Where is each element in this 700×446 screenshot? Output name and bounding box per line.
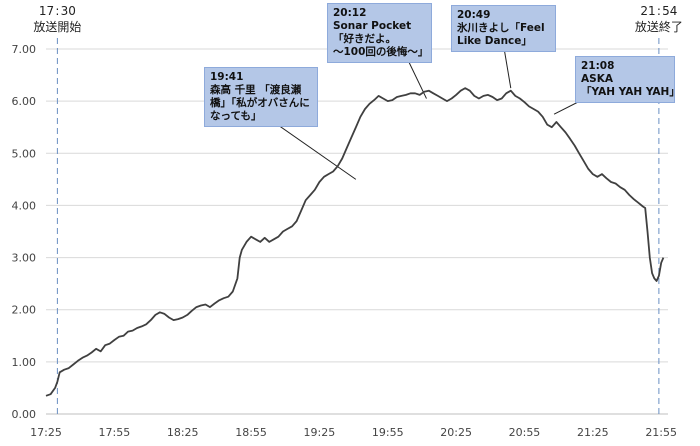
y-tick-label: 1.00: [12, 356, 37, 369]
y-tick-label: 6.00: [12, 95, 37, 108]
x-tick-label: 17:55: [99, 426, 131, 439]
start-marker-label: 放送開始: [33, 19, 81, 34]
y-tick-label: 3.00: [12, 252, 37, 265]
callout-line: Sonar Pocket: [333, 20, 412, 32]
callout-line: ～100回の後悔～」: [333, 46, 429, 58]
end-marker-time: 21 : 54: [640, 4, 677, 18]
callout-line: 「YAH YAH YAH」: [581, 86, 680, 98]
y-tick-label: 7.00: [12, 43, 37, 56]
callout-line: 20:49: [457, 9, 491, 21]
annotation-callout-moritaka: 19:41 森高 千里 「渡良瀬 橋」「私がオバさんに なっても」: [204, 67, 318, 127]
annotation-callout-hikawa: 20:49 氷川きよし「Feel Like Dance」: [451, 5, 556, 52]
callout-line: ASKA: [581, 73, 613, 85]
grid-lines: [46, 48, 668, 415]
x-tick-label: 17:25: [30, 426, 62, 439]
x-tick-label: 19:55: [372, 426, 404, 439]
callout-line: 森高 千里 「渡良瀬: [210, 84, 302, 96]
callout-line: 「好きだよ。: [333, 33, 396, 45]
y-tick-label: 0.00: [12, 408, 37, 421]
x-tick-label: 20:55: [509, 426, 541, 439]
annotation-callout-sonar-pocket: 20:12 Sonar Pocket 「好きだよ。 ～100回の後悔～」: [327, 3, 432, 63]
callout-line: 20:12: [333, 7, 367, 19]
callout-line: 21:08: [581, 60, 615, 72]
y-tick-label: 5.00: [12, 147, 37, 160]
y-axis-ticks: 0.00 1.00 2.00 3.00 4.00 5.00 6.00 7.00: [12, 43, 37, 421]
callout-line: 氷川きよし「Feel: [457, 22, 545, 34]
callout-line: Like Dance」: [457, 35, 532, 47]
y-tick-label: 4.00: [12, 199, 37, 212]
callout-line: 19:41: [210, 71, 244, 83]
annotation-leader-line: [267, 117, 357, 180]
x-tick-label: 20:25: [440, 426, 472, 439]
callout-line: 橋」「私がオバさんに: [210, 97, 310, 109]
annotation-callout-aska: 21:08 ASKA 「YAH YAH YAH」: [575, 56, 680, 103]
x-axis-ticks: 17:25 17:55 18:25 18:55 19:25 19:55 20:25 20:55…: [30, 426, 677, 439]
x-tick-label: 18:25: [167, 426, 199, 439]
series-line: [45, 87, 665, 397]
y-tick-label: 2.00: [12, 304, 37, 317]
end-marker-label: 放送終了: [635, 19, 683, 34]
x-tick-label: 18:55: [235, 426, 267, 439]
x-tick-label: 21:55: [645, 426, 677, 439]
x-tick-label: 19:25: [304, 426, 336, 439]
callout-line: なっても」: [210, 110, 262, 122]
annotation-leader-line: [405, 55, 427, 99]
x-tick-label: 21:25: [577, 426, 609, 439]
start-marker-time: 17 : 30: [39, 4, 76, 18]
